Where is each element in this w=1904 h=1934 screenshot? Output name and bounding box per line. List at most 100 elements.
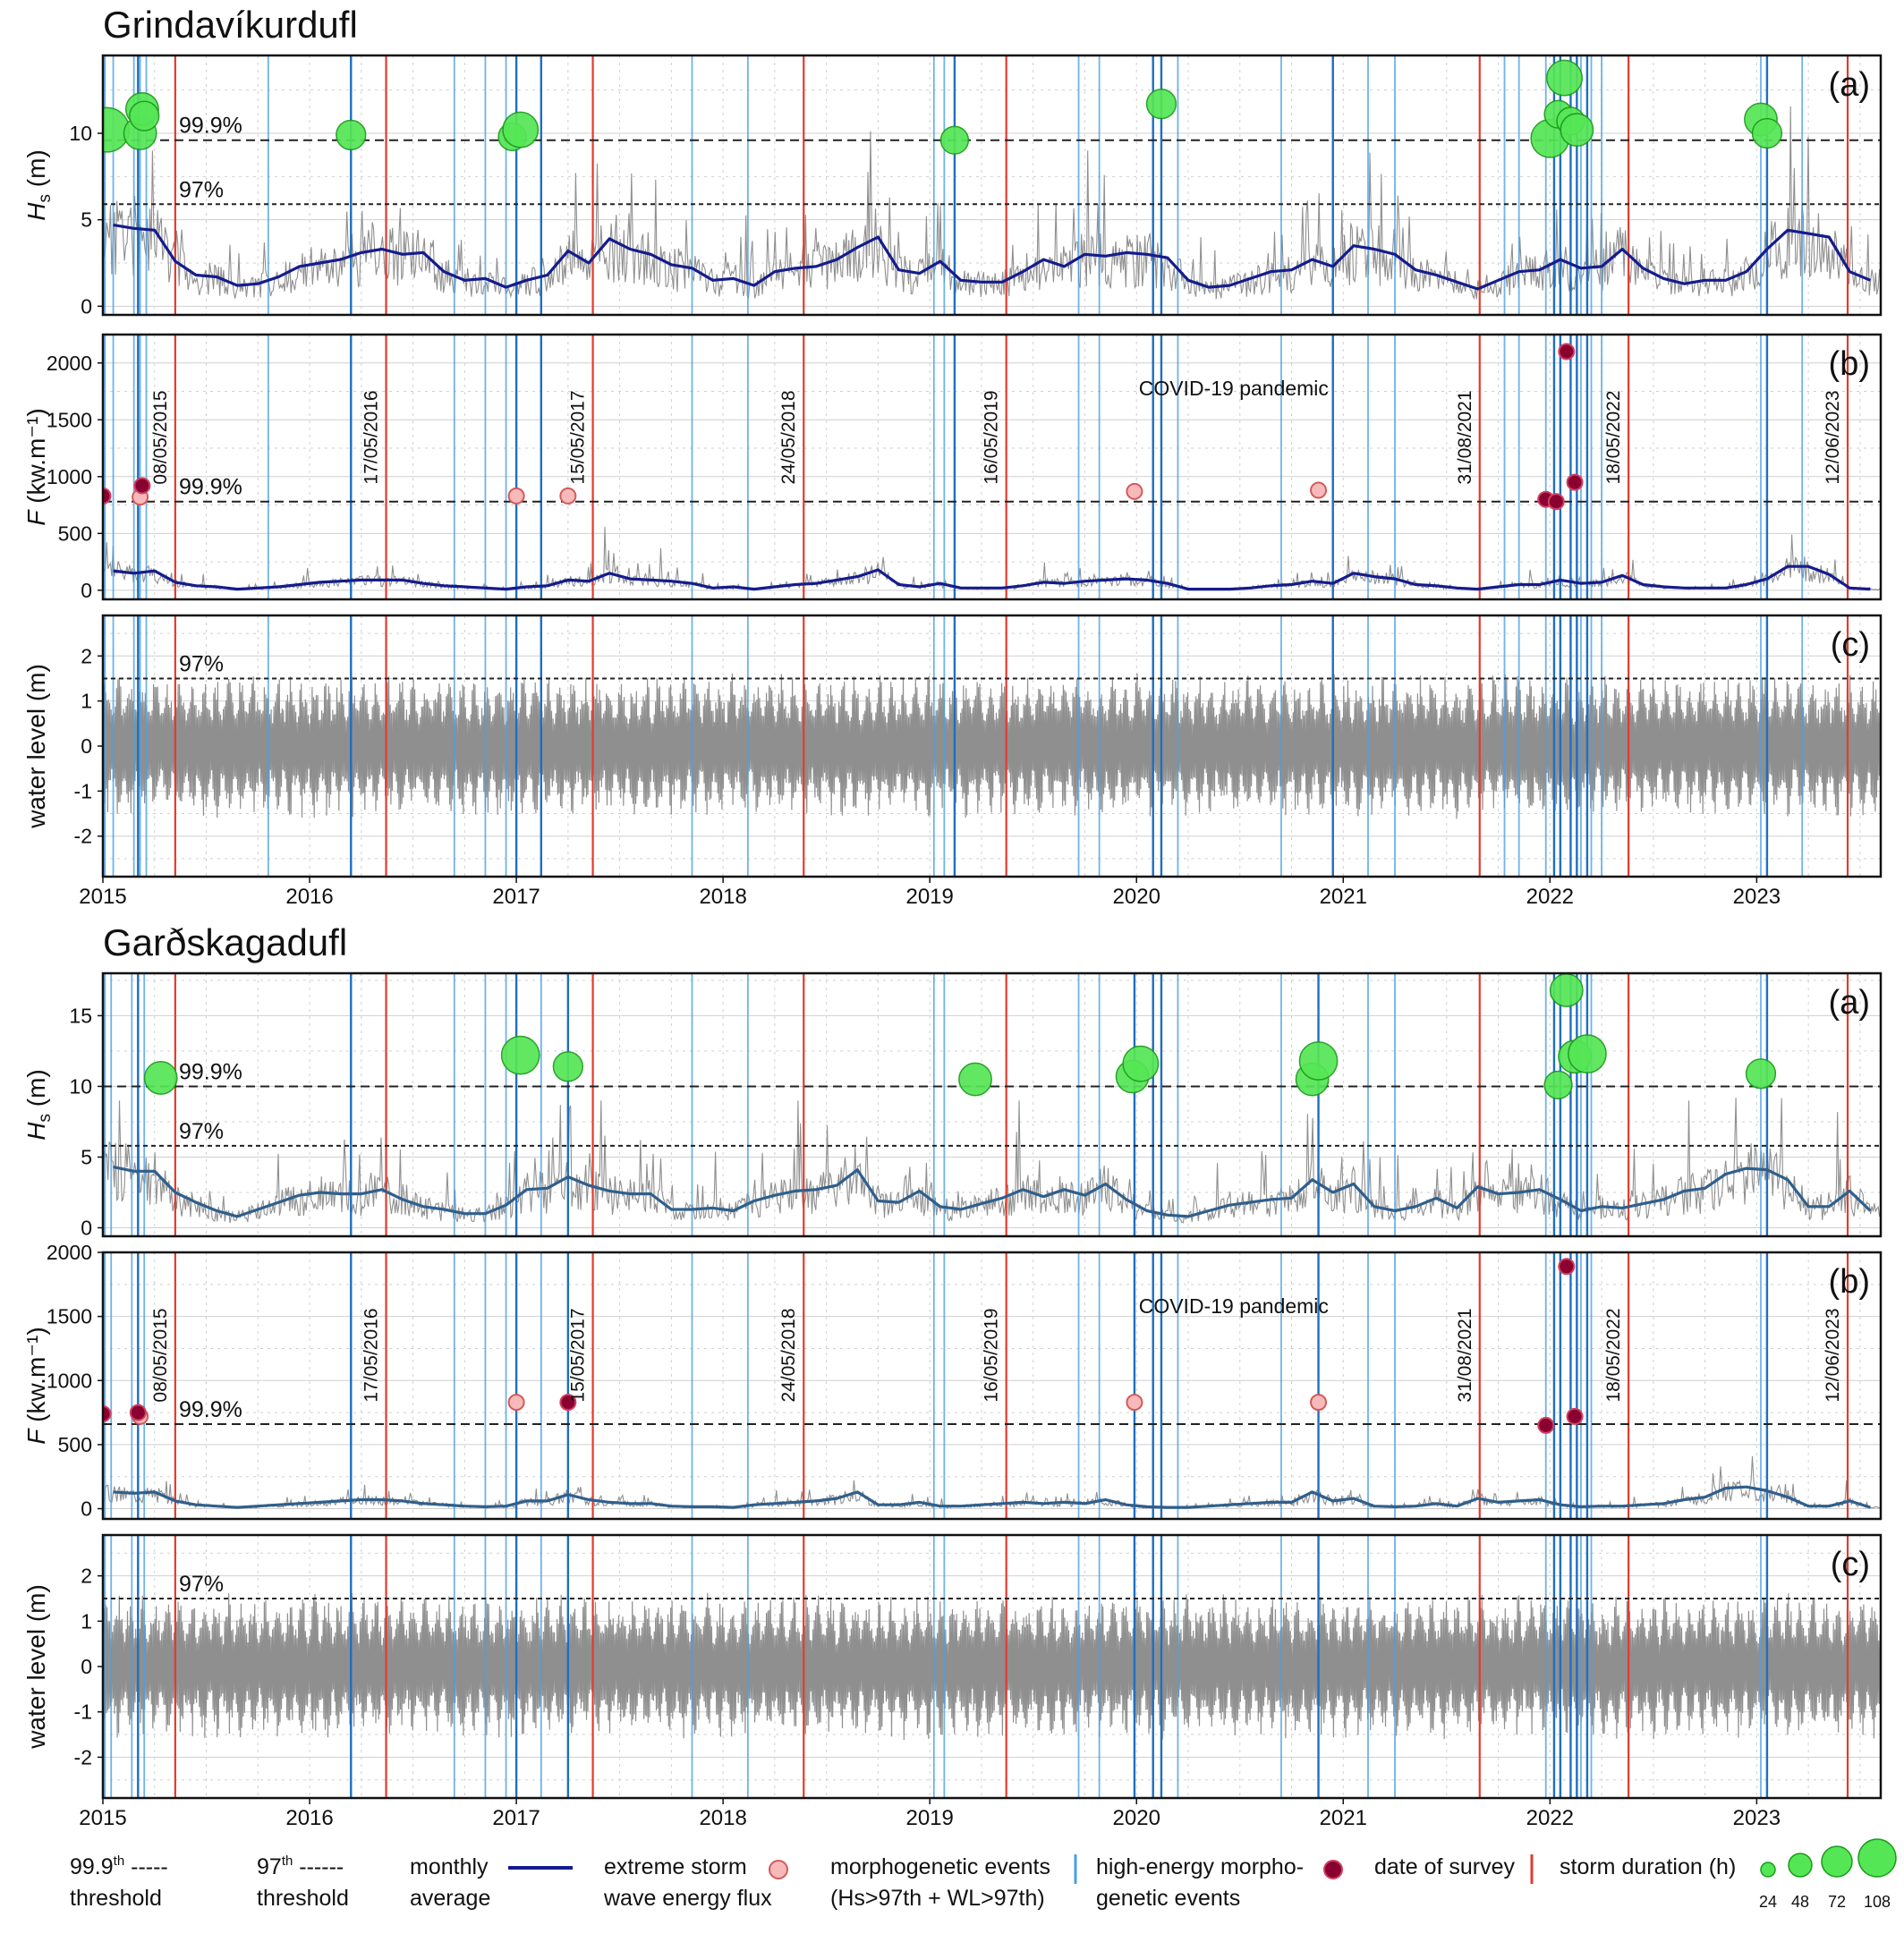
panel-plot-area — [103, 1535, 1881, 1798]
legend-label: average — [410, 1886, 490, 1911]
x-tick-label: 2015 — [79, 1806, 126, 1830]
y-tick-label: 1000 — [47, 1369, 92, 1392]
monthly-average-line — [113, 1165, 1872, 1218]
y-tick-label: 0 — [81, 1217, 92, 1240]
legend-duration-label: 108 — [1864, 1893, 1891, 1911]
legend-duration-label: 24 — [1759, 1893, 1777, 1911]
x-tick-label: 2018 — [699, 885, 746, 909]
panel-tag: (b) — [1829, 1263, 1870, 1301]
threshold-label: 99.9% — [179, 475, 242, 500]
storm-duration-bubble — [1560, 113, 1594, 148]
y-tick-label: 2 — [81, 644, 92, 667]
legend-high-energy-glyph — [1323, 1860, 1343, 1879]
survey-date-label: 15/05/2017 — [568, 1308, 589, 1402]
y-tick-label: 15 — [69, 1004, 92, 1027]
legend: 99.9th ----- threshold 97th ------ threshol… — [70, 1838, 1897, 1911]
storm-duration-bubble — [1145, 88, 1177, 120]
extreme-storm-marker — [1126, 482, 1143, 500]
threshold-label: 97% — [179, 177, 224, 202]
legend-duration-bubble — [1760, 1862, 1776, 1878]
panel-c: 97% -2 -1 0 1 2 water level (m) (c) — [22, 614, 1883, 878]
storm-duration-bubble — [1122, 1045, 1160, 1082]
panel-c: 97% -2 -1 0 1 2 water level (m) (c) — [22, 1533, 1883, 1800]
panel-a: 99.9% 97% 0 5 10 15 Hs (m) (a) — [22, 971, 1883, 1240]
x-tick-label: 2022 — [1526, 1806, 1574, 1830]
high-energy-event-marker — [1566, 1407, 1584, 1425]
legend-label: threshold — [70, 1886, 162, 1911]
threshold-label: 99.9% — [179, 114, 242, 139]
extreme-storm-marker — [507, 1394, 525, 1412]
storm-duration-bubble — [1751, 117, 1783, 149]
storm-duration-bubble — [336, 119, 367, 151]
panel-frame — [101, 1251, 1883, 1521]
legend-label: extreme storm — [604, 1854, 747, 1879]
covid-annotation: COVID-19 pandemic — [1139, 1294, 1329, 1318]
x-tick-label: 2022 — [1526, 885, 1574, 909]
extreme-storm-marker — [1126, 1394, 1143, 1412]
x-tick-label: 2018 — [699, 1806, 746, 1830]
storm-duration-bubble — [129, 100, 160, 131]
x-tick-label: 2023 — [1733, 1806, 1781, 1830]
threshold-label: 99.9% — [179, 1059, 242, 1084]
legend-duration-label: 48 — [1791, 1893, 1809, 1911]
y-tick-label: 1 — [81, 1609, 92, 1633]
high-energy-event-marker — [103, 487, 112, 505]
y-tick-label: 5 — [81, 208, 92, 232]
storm-duration-bubble — [1298, 1041, 1339, 1081]
x-tick-label: 2020 — [1113, 885, 1160, 909]
threshold-label: 97% — [179, 651, 224, 676]
y-tick-label: 0 — [81, 294, 92, 318]
legend-label: morphogenetic events — [830, 1854, 1050, 1879]
y-tick-label: 1000 — [47, 465, 92, 488]
x-tick-label: 2023 — [1733, 885, 1781, 909]
survey-date-label: 12/06/2023 — [1823, 390, 1843, 484]
high-energy-event-marker — [1566, 473, 1584, 491]
y-axis-label: Hs (m) — [22, 1069, 55, 1141]
x-tick-label: 2017 — [492, 1806, 540, 1830]
extreme-storm-marker — [1310, 1394, 1328, 1412]
y-tick-label: 500 — [58, 522, 92, 545]
legend-duration-bubble — [1857, 1838, 1897, 1878]
y-tick-label: 2 — [81, 1565, 92, 1588]
high-energy-event-marker — [1558, 343, 1576, 361]
survey-date-label: 31/08/2021 — [1455, 1308, 1475, 1402]
high-energy-event-marker — [103, 1405, 112, 1423]
threshold-label: 99.9% — [179, 1397, 242, 1422]
monthly-average-line — [113, 223, 1872, 291]
legend-duration-bubble — [1821, 1845, 1853, 1878]
legend-label: 97th ------ — [257, 1853, 344, 1879]
panel-a: 99.9% 97% 0 5 10 Hs (m) (a) — [22, 54, 1883, 318]
legend-duration-label: 72 — [1828, 1893, 1846, 1911]
high-energy-event-marker — [559, 1394, 577, 1412]
x-tick-label: 2017 — [492, 885, 540, 909]
panel-frame — [101, 333, 1883, 601]
x-tick-label: 2021 — [1320, 885, 1367, 909]
legend-label: storm duration (h) — [1560, 1854, 1736, 1879]
panel-plot-area — [103, 55, 1881, 315]
y-tick-label: 0 — [81, 1497, 92, 1521]
x-tick-label: 2019 — [905, 885, 953, 909]
legend-label: high-energy morpho- — [1096, 1854, 1304, 1879]
storm-duration-bubble — [939, 125, 970, 155]
y-tick-label: 2000 — [47, 1241, 92, 1264]
survey-date-label: 17/05/2016 — [361, 390, 382, 484]
y-tick-label: -2 — [74, 825, 92, 848]
survey-date-label: 08/05/2015 — [150, 390, 171, 484]
legend-label: wave energy flux — [603, 1886, 772, 1911]
y-tick-label: -2 — [74, 1745, 92, 1769]
x-tick-label: 2015 — [79, 885, 126, 909]
legend-label: 99.9th ----- — [70, 1853, 168, 1879]
y-tick-label: 1500 — [47, 408, 92, 431]
survey-date-label: 17/05/2016 — [361, 1308, 382, 1402]
survey-date-label: 24/05/2018 — [778, 1308, 799, 1402]
legend-label: monthly — [410, 1854, 489, 1879]
high-energy-event-marker — [1558, 1258, 1576, 1276]
high-energy-event-marker — [1537, 1416, 1555, 1434]
y-axis-label: water level (m) — [22, 664, 50, 829]
storm-duration-bubble — [502, 111, 540, 148]
threshold-label: 97% — [179, 1119, 224, 1144]
y-axis-label: F (kw.m⁻¹) — [22, 1327, 50, 1444]
panel-frame — [101, 971, 1883, 1238]
monthly-average-line — [113, 1485, 1871, 1509]
panel-tag: (c) — [1831, 626, 1870, 664]
